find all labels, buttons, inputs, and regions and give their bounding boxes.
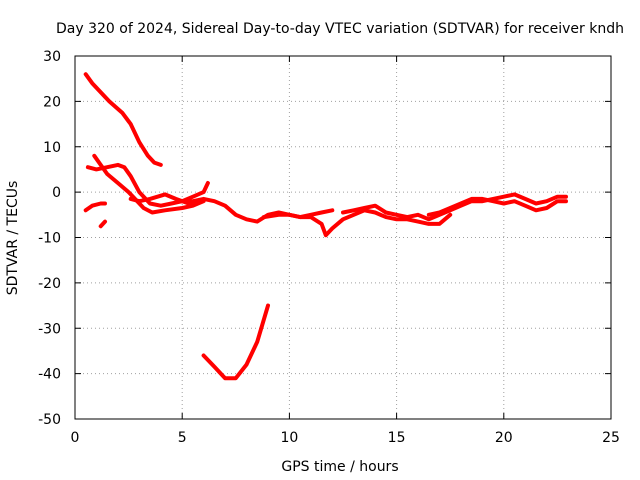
x-tick-label: 5: [178, 430, 187, 446]
y-tick-label: -40: [38, 367, 61, 383]
series-pass-i: [261, 208, 453, 238]
x-tick-label: 20: [495, 430, 513, 446]
series-pass-j: [341, 192, 568, 222]
y-axis-label: SDTVAR / TECUs: [5, 181, 21, 296]
series-pass-c: [92, 153, 206, 215]
x-tick-label: 0: [71, 430, 80, 446]
plot-frame: [74, 55, 612, 420]
data-series: [83, 72, 568, 381]
series-pass-f: [98, 219, 107, 229]
y-tick-label: 10: [43, 140, 61, 156]
x-tick-label: 25: [602, 430, 620, 446]
chart-title: Day 320 of 2024, Sidereal Day-to-day VTE…: [56, 21, 624, 37]
series-pass-b: [85, 162, 210, 208]
series-pass-d: [128, 192, 202, 206]
y-tick-label: 20: [43, 94, 61, 110]
x-tick-label: 15: [388, 430, 406, 446]
y-tick-label: 0: [52, 185, 61, 201]
y-tick-label: 30: [43, 49, 61, 65]
y-tick-label: -20: [38, 276, 61, 292]
grid: [75, 56, 611, 419]
x-axis-label: GPS time / hours: [281, 459, 398, 475]
y-tick-label: -10: [38, 231, 61, 247]
series-pass-h: [201, 303, 270, 381]
series-pass-k: [426, 196, 568, 217]
y-tick-label: -50: [38, 412, 61, 428]
axis-ticks: 0 5 10 15 20 25 -50 -40 -30 -20 -10 0 10 20 30: [38, 49, 620, 446]
series-pass-e: [83, 201, 107, 213]
y-tick-label: -30: [38, 321, 61, 337]
x-tick-label: 10: [280, 430, 298, 446]
series-pass-a: [83, 72, 163, 167]
